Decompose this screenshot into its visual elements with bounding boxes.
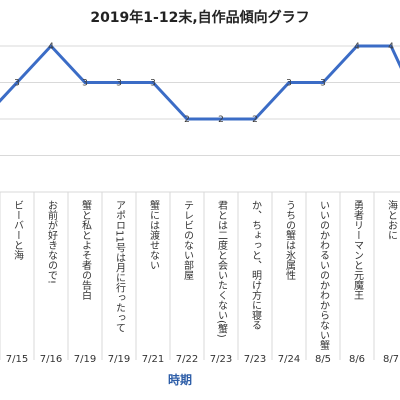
x-tick-label: 7/15 [6,354,28,365]
chart-title: 2019年1-12末,自作品傾向グラフ [90,9,309,26]
data-label: 2 [184,115,190,125]
data-point [117,81,121,84]
category-label: か、ちょっと、明け方に寝る [250,200,262,330]
data-point [15,81,19,84]
data-label: 2 [252,115,258,125]
x-tick-label: 8/5 [315,354,331,365]
data-point [49,44,53,48]
data-label: 3 [286,79,292,89]
data-point [355,44,359,48]
x-axis-label: 時期 [168,372,192,387]
category-label: うちの蟹は氷属性 [284,200,296,281]
data-label: 2 [218,115,224,125]
data-point [321,81,325,84]
data-point [185,117,189,121]
x-tick-label: 7/23 [244,354,266,365]
x-tick-label: 8/6 [349,354,365,365]
data-label: 3 [14,79,20,89]
series-layer [0,44,400,121]
data-label: 3 [82,79,88,89]
data-point [151,81,155,84]
category-label: 勇者リーマンと元魔王 [352,200,364,300]
category-label: アポロ11号は月に行ったって [114,200,126,333]
category-label: 蟹には渡せない [148,199,160,270]
data-label: 4 [354,42,360,52]
data-point [83,81,87,84]
data-point [253,117,257,121]
x-tick-label: 7/22 [176,354,198,365]
data-point [219,117,223,121]
data-labels: 3 4 3 3 3 2 2 2 3 3 4 4 [14,42,394,125]
x-tick-label: 7/19 [108,354,130,365]
x-tick-label: 7/23 [210,354,232,365]
category-label: 蟹と私とよそ者の告白 [80,199,92,300]
x-tick-label: 7/24 [278,354,300,365]
data-label: 4 [48,42,54,52]
x-tick-labels: 7/15 7/16 7/19 7/19 7/21 7/22 7/23 7/23 7/24 8/5 8… [6,354,399,365]
x-tick-label: 7/19 [74,354,96,365]
category-label: いいのかわるいのかわからない蟹 [318,200,330,351]
data-point [287,81,291,84]
x-tick-label: 7/21 [142,354,164,365]
category-label: 海とおに [386,199,398,240]
data-point [389,44,393,48]
category-label: お前が好きなので! [46,200,58,284]
separator-layer [0,192,375,360]
data-label: 4 [388,42,394,52]
data-label: 3 [150,79,156,89]
category-label: ビーバーと海 [12,200,24,261]
category-label: 君とは二度と会いたくない(蟹) [216,200,228,338]
x-tick-label: 7/16 [40,354,62,365]
data-label: 3 [116,79,122,89]
category-label: テレビのない部屋 [182,200,194,280]
category-labels: ビーバーと海 お前が好きなので! 蟹と私とよそ者の告白 アポロ11号は月に行ったって 蟹… [12,199,398,351]
x-tick-label: 8/7 [383,354,399,365]
data-label: 3 [320,79,326,89]
